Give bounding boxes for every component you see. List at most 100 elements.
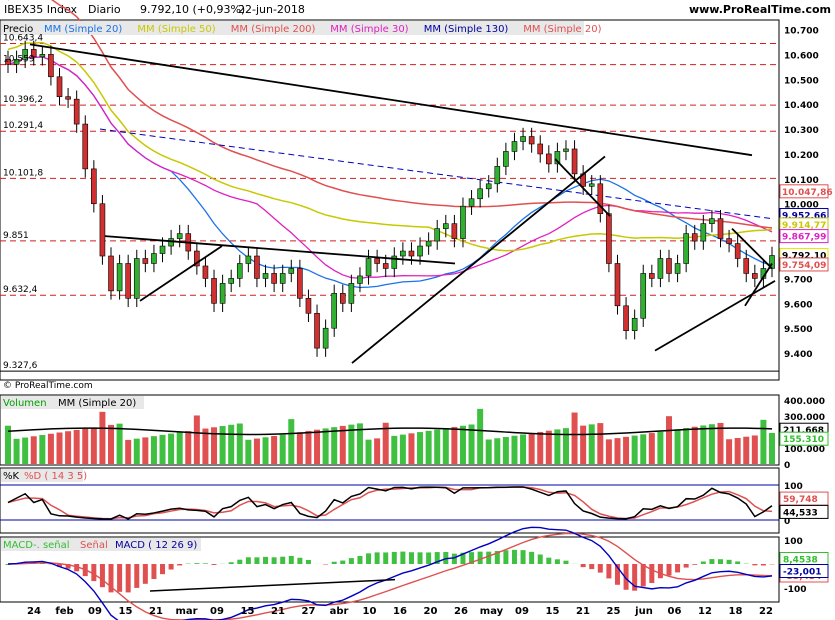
volume-bar bbox=[202, 428, 209, 464]
candle-body bbox=[133, 258, 140, 299]
volume-bar bbox=[374, 438, 381, 464]
volume-bar bbox=[288, 419, 295, 464]
candle-body bbox=[726, 238, 732, 244]
x-tick-label: abr bbox=[330, 606, 349, 617]
candle-body bbox=[468, 198, 475, 207]
macd-histogram-bar bbox=[202, 563, 208, 564]
macd-trend-line bbox=[149, 578, 396, 592]
moving-average-line bbox=[7, 56, 773, 279]
right-value-label: 10.047,86 bbox=[782, 188, 833, 198]
x-tick-label: 21 bbox=[271, 606, 285, 617]
x-tick-label: 21 bbox=[576, 606, 590, 617]
macd-histogram-bar bbox=[546, 557, 552, 564]
volume-value-label: 211.668 bbox=[783, 426, 824, 436]
candle-body bbox=[717, 218, 724, 239]
candle-body bbox=[657, 258, 664, 279]
volume-bar bbox=[22, 437, 29, 464]
x-tick-label: 15 bbox=[241, 606, 255, 617]
x-tick-label: 20 bbox=[424, 606, 438, 617]
volume-bar bbox=[665, 416, 672, 464]
candle-body bbox=[614, 263, 621, 307]
candle-body bbox=[271, 273, 277, 284]
macd-histogram-bar bbox=[709, 559, 715, 564]
candle-body bbox=[649, 273, 655, 279]
volume-bar bbox=[73, 429, 80, 464]
right-value-label: 9.754,09 bbox=[782, 261, 826, 271]
volume-bar bbox=[65, 431, 72, 464]
volume-bar bbox=[305, 430, 312, 464]
stoch-tick-label: 0 bbox=[784, 517, 790, 527]
macd-histogram-bar bbox=[108, 564, 114, 593]
x-tick-label: jun bbox=[634, 606, 653, 617]
macd-histogram-bar bbox=[657, 564, 663, 579]
stoch-d-label: %D ( 14 3 5) bbox=[24, 471, 87, 482]
macd-histogram-bar bbox=[503, 550, 509, 564]
volume-bar bbox=[605, 439, 612, 464]
volume-bar bbox=[631, 435, 638, 464]
volume-bar bbox=[477, 408, 484, 464]
trend-line bbox=[731, 227, 773, 270]
volume-bar bbox=[168, 433, 175, 464]
macd-histogram-bar bbox=[426, 552, 432, 564]
candle-body bbox=[297, 268, 303, 299]
candle-body bbox=[640, 273, 647, 319]
volume-legend-bar bbox=[1, 396, 144, 409]
candle-body bbox=[22, 49, 28, 60]
macd-label3: MACD ( 12 26 9) bbox=[115, 540, 197, 551]
volume-bar bbox=[125, 439, 132, 464]
right-value-label: 9.867,99 bbox=[782, 233, 826, 243]
candle-body bbox=[228, 278, 234, 284]
macd-histogram-bar bbox=[357, 555, 363, 564]
volume-bar bbox=[657, 431, 664, 464]
macd-histogram-bar bbox=[649, 564, 655, 583]
macd-histogram-bar bbox=[211, 564, 217, 565]
volume-bar bbox=[56, 432, 63, 464]
macd-histogram-bar bbox=[374, 552, 380, 564]
candle-body bbox=[305, 298, 312, 314]
macd-histogram-bar bbox=[760, 564, 766, 566]
candle-body bbox=[99, 203, 106, 257]
macd-histogram-bar bbox=[683, 564, 689, 568]
macd-histogram-bar bbox=[99, 564, 105, 588]
price-tick-label: 10.500 bbox=[784, 76, 819, 86]
volume-bar bbox=[47, 433, 54, 464]
candle-body bbox=[417, 245, 423, 257]
candle-body bbox=[108, 255, 114, 292]
price-tick-label: 9.600 bbox=[784, 300, 812, 310]
header-instrument: IBEX35 Index bbox=[4, 3, 78, 16]
candle-body bbox=[322, 327, 329, 349]
macd-histogram-bar bbox=[348, 558, 354, 564]
macd-histogram-bar bbox=[160, 564, 166, 575]
x-tick-label: 09 bbox=[210, 606, 224, 617]
volume-bar bbox=[322, 428, 329, 464]
left-level-label: 9.327,6 bbox=[3, 361, 38, 371]
macd-label2: Señal bbox=[80, 540, 108, 551]
candle-body bbox=[563, 148, 569, 152]
macd-histogram-bar bbox=[65, 564, 71, 569]
volume-bar bbox=[133, 438, 140, 464]
volume-bar bbox=[314, 429, 321, 464]
candle-body bbox=[82, 123, 89, 170]
volume-bar bbox=[588, 424, 595, 464]
candle-body bbox=[13, 59, 20, 65]
volume-bar bbox=[30, 436, 37, 464]
candle-body bbox=[400, 250, 406, 257]
macd-histogram-bar bbox=[74, 564, 80, 572]
candle-body bbox=[73, 98, 80, 125]
candle-body bbox=[691, 233, 698, 242]
macd-histogram-bar bbox=[5, 564, 11, 565]
candle-body bbox=[554, 151, 561, 165]
trend-line bbox=[744, 262, 773, 307]
volume-bar bbox=[348, 424, 355, 464]
macd-histogram-bar bbox=[125, 564, 131, 593]
volume-bar bbox=[339, 425, 346, 464]
left-level-label: 10.291,4 bbox=[3, 121, 43, 131]
volume-bar bbox=[502, 436, 509, 464]
price-legend-item: MM (Simple 130) bbox=[424, 24, 509, 35]
x-tick-label: 24 bbox=[27, 606, 41, 617]
macd-histogram-bar bbox=[623, 564, 629, 590]
stoch-value-box bbox=[779, 504, 829, 519]
candle-body bbox=[700, 223, 707, 242]
volume-bar bbox=[751, 435, 758, 464]
